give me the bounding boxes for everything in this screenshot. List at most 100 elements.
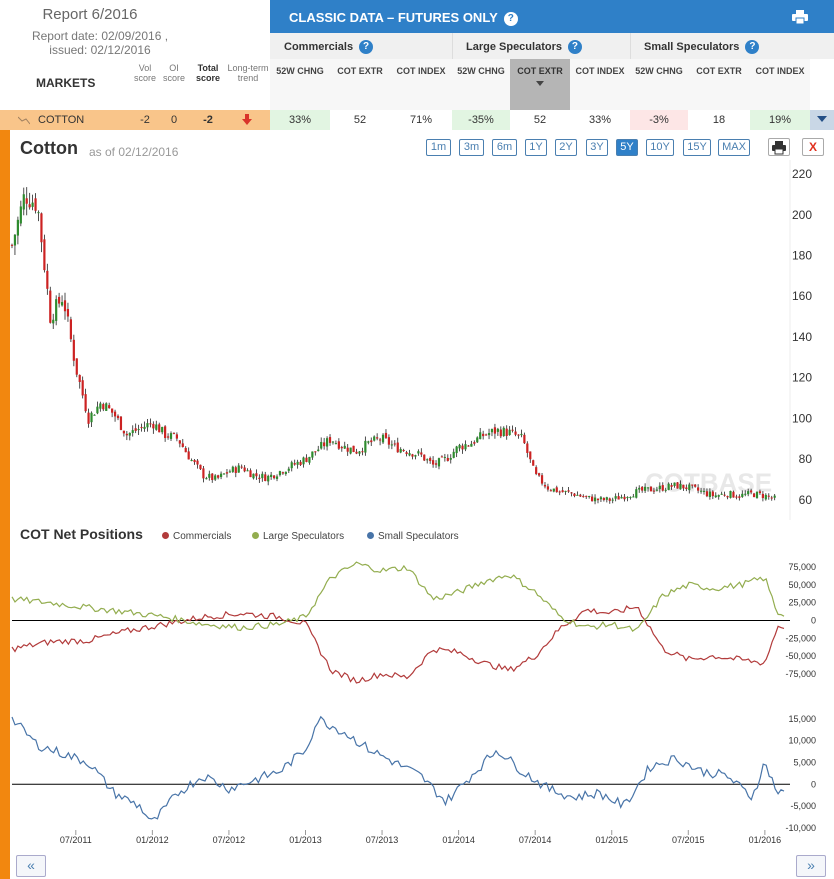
range-button-15y[interactable]: 15Y <box>683 139 711 156</box>
classic-data-title-text: CLASSIC DATA – FUTURES ONLY <box>289 10 498 25</box>
candle-body <box>558 491 561 493</box>
print-chart-button[interactable] <box>768 138 790 156</box>
selection-bar <box>0 130 10 879</box>
candle-body <box>320 441 323 449</box>
range-button-10y[interactable]: 10Y <box>646 139 674 156</box>
col-small-index[interactable]: COT INDEX <box>750 59 810 110</box>
candle <box>408 449 411 457</box>
candle <box>664 487 667 493</box>
candle <box>729 490 732 499</box>
candle <box>532 459 535 466</box>
candle <box>517 434 520 439</box>
group-small-speculators: Small Speculators? <box>630 33 834 59</box>
candle <box>116 414 120 421</box>
range-button-max[interactable]: MAX <box>718 139 750 156</box>
candle <box>87 408 90 428</box>
candle-body <box>770 497 773 499</box>
range-button-2y[interactable]: 2Y <box>555 139 577 156</box>
candle-body <box>343 445 346 449</box>
candle-body <box>93 414 96 416</box>
prev-button[interactable]: « <box>16 855 46 877</box>
candle-body <box>49 290 52 323</box>
candle <box>661 482 664 492</box>
candle-body <box>523 434 526 444</box>
candle-body <box>140 427 143 429</box>
candle-body <box>52 319 55 324</box>
candle <box>202 465 205 483</box>
col-large-52w[interactable]: 52W CHNG <box>452 59 510 110</box>
candle-body <box>573 493 576 497</box>
row-expand-button[interactable] <box>810 110 834 130</box>
candle-body <box>328 437 332 443</box>
range-button-1m[interactable]: 1m <box>426 139 451 156</box>
candle <box>373 435 376 442</box>
candle <box>305 454 308 463</box>
range-button-3y[interactable]: 3Y <box>586 139 608 156</box>
range-button-6m[interactable]: 6m <box>492 139 517 156</box>
candle <box>272 475 276 480</box>
candle <box>378 437 382 446</box>
help-icon[interactable]: ? <box>503 11 518 26</box>
x-tick-label: 01/2012 <box>136 835 169 845</box>
col-large-extr[interactable]: COT EXTR <box>510 59 570 110</box>
candle <box>714 492 717 498</box>
range-button-5y[interactable]: 5Y <box>616 139 638 156</box>
candle-body <box>337 441 340 449</box>
candle-body <box>437 458 441 467</box>
help-icon[interactable]: ? <box>745 40 760 54</box>
candle <box>370 437 373 447</box>
range-button-1y[interactable]: 1Y <box>525 139 547 156</box>
candle-body <box>299 461 302 465</box>
candle <box>493 423 497 439</box>
candle <box>552 488 555 493</box>
candle <box>405 450 408 457</box>
candle-body <box>240 466 243 468</box>
col-small-52w[interactable]: 52W CHNG <box>630 59 688 110</box>
candle-body <box>305 457 308 462</box>
candle <box>593 494 597 505</box>
candle-body <box>102 404 105 410</box>
printer-icon[interactable] <box>792 10 808 24</box>
candle <box>402 448 405 452</box>
candle <box>258 474 261 483</box>
candle-body <box>208 473 211 478</box>
candle <box>143 421 146 432</box>
candle-body <box>414 455 417 457</box>
candle-body <box>588 495 591 497</box>
candle-body <box>161 426 164 433</box>
candle-body <box>119 416 123 430</box>
candle <box>770 495 773 501</box>
candle <box>252 473 255 480</box>
candle <box>490 428 494 437</box>
market-name[interactable]: COTTON <box>38 114 85 126</box>
range-button-3m[interactable]: 3m <box>459 139 484 156</box>
help-icon[interactable]: ? <box>359 40 374 54</box>
help-icon[interactable]: ? <box>567 40 582 54</box>
col-comm-extr[interactable]: COT EXTR <box>330 59 390 110</box>
candle-body <box>537 473 541 476</box>
candle <box>573 492 576 498</box>
candle <box>102 402 105 412</box>
candle-body <box>543 484 547 487</box>
col-small-extr[interactable]: COT EXTR <box>688 59 750 110</box>
candle-body <box>267 475 270 482</box>
candle <box>108 402 111 409</box>
candle <box>614 493 617 502</box>
col-comm-52w[interactable]: 52W CHNG <box>270 59 330 110</box>
candle <box>673 482 676 488</box>
col-large-index[interactable]: COT INDEX <box>570 59 630 110</box>
mini-chart-icon[interactable] <box>18 115 30 125</box>
market-row-cotton[interactable]: COTTON -2 0 -2 <box>0 110 270 130</box>
candle-body <box>134 428 137 431</box>
candle-body <box>199 464 202 470</box>
close-chart-button[interactable]: X <box>802 138 824 156</box>
next-button[interactable]: » <box>796 855 826 877</box>
candle-body <box>431 460 435 465</box>
candle <box>434 460 438 468</box>
col-comm-index[interactable]: COT INDEX <box>390 59 452 110</box>
candle <box>261 471 264 482</box>
candle-body <box>417 451 420 454</box>
candle-body <box>449 457 452 460</box>
candle <box>502 426 505 437</box>
candle <box>761 491 764 502</box>
